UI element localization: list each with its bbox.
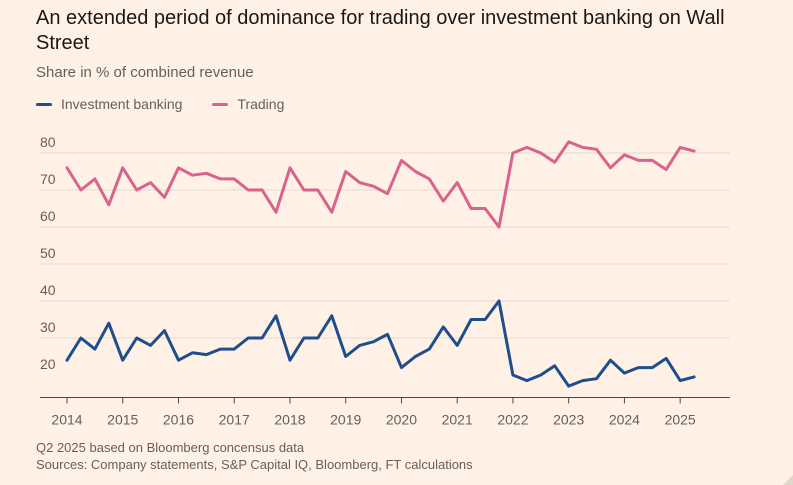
x-tick-label-2014: 2014 <box>51 412 82 428</box>
series-line-trading <box>65 140 696 229</box>
x-tick-label-2024: 2024 <box>609 412 640 428</box>
legend-swatch-investment-banking <box>36 102 52 106</box>
chart-subtitle: Share in % of combined revenue <box>36 64 254 81</box>
legend-item-investment-banking: Investment banking <box>36 96 182 112</box>
chart-footer: Q2 2025 based on Bloomberg concensus dat… <box>36 439 473 473</box>
footer-note: Q2 2025 based on Bloomberg concensus dat… <box>36 440 305 455</box>
legend: Investment banking Trading <box>36 96 284 112</box>
y-tick-label-60: 60 <box>40 208 56 224</box>
y-tick-label-70: 70 <box>40 171 56 187</box>
corner-fold <box>783 475 793 485</box>
x-tick-label-2023: 2023 <box>553 412 584 428</box>
x-tick-label-2021: 2021 <box>442 412 473 428</box>
legend-item-trading: Trading <box>212 96 284 112</box>
x-tick-label-2016: 2016 <box>163 412 194 428</box>
x-tick-label-2018: 2018 <box>274 412 305 428</box>
x-tick-label-2022: 2022 <box>497 412 528 428</box>
y-tick-label-40: 40 <box>40 282 56 298</box>
x-tick-label-2019: 2019 <box>330 412 361 428</box>
x-tick-label-2017: 2017 <box>219 412 250 428</box>
x-tick-label-2015: 2015 <box>107 412 138 428</box>
legend-swatch-trading <box>212 102 229 106</box>
x-tick-label-2020: 2020 <box>386 412 417 428</box>
y-tick-label-20: 20 <box>40 356 56 372</box>
series-line-investment-banking <box>65 299 696 388</box>
footer-sources: Sources: Company statements, S&P Capital… <box>36 457 473 472</box>
chart-title: An extended period of dominance for trad… <box>36 7 725 54</box>
y-tick-label-30: 30 <box>40 319 56 335</box>
x-tick-label-2025: 2025 <box>665 412 696 428</box>
legend-label-trading: Trading <box>237 96 285 112</box>
legend-label-investment-banking: Investment banking <box>61 96 183 112</box>
y-tick-label-80: 80 <box>40 134 56 150</box>
y-tick-label-50: 50 <box>40 245 56 261</box>
